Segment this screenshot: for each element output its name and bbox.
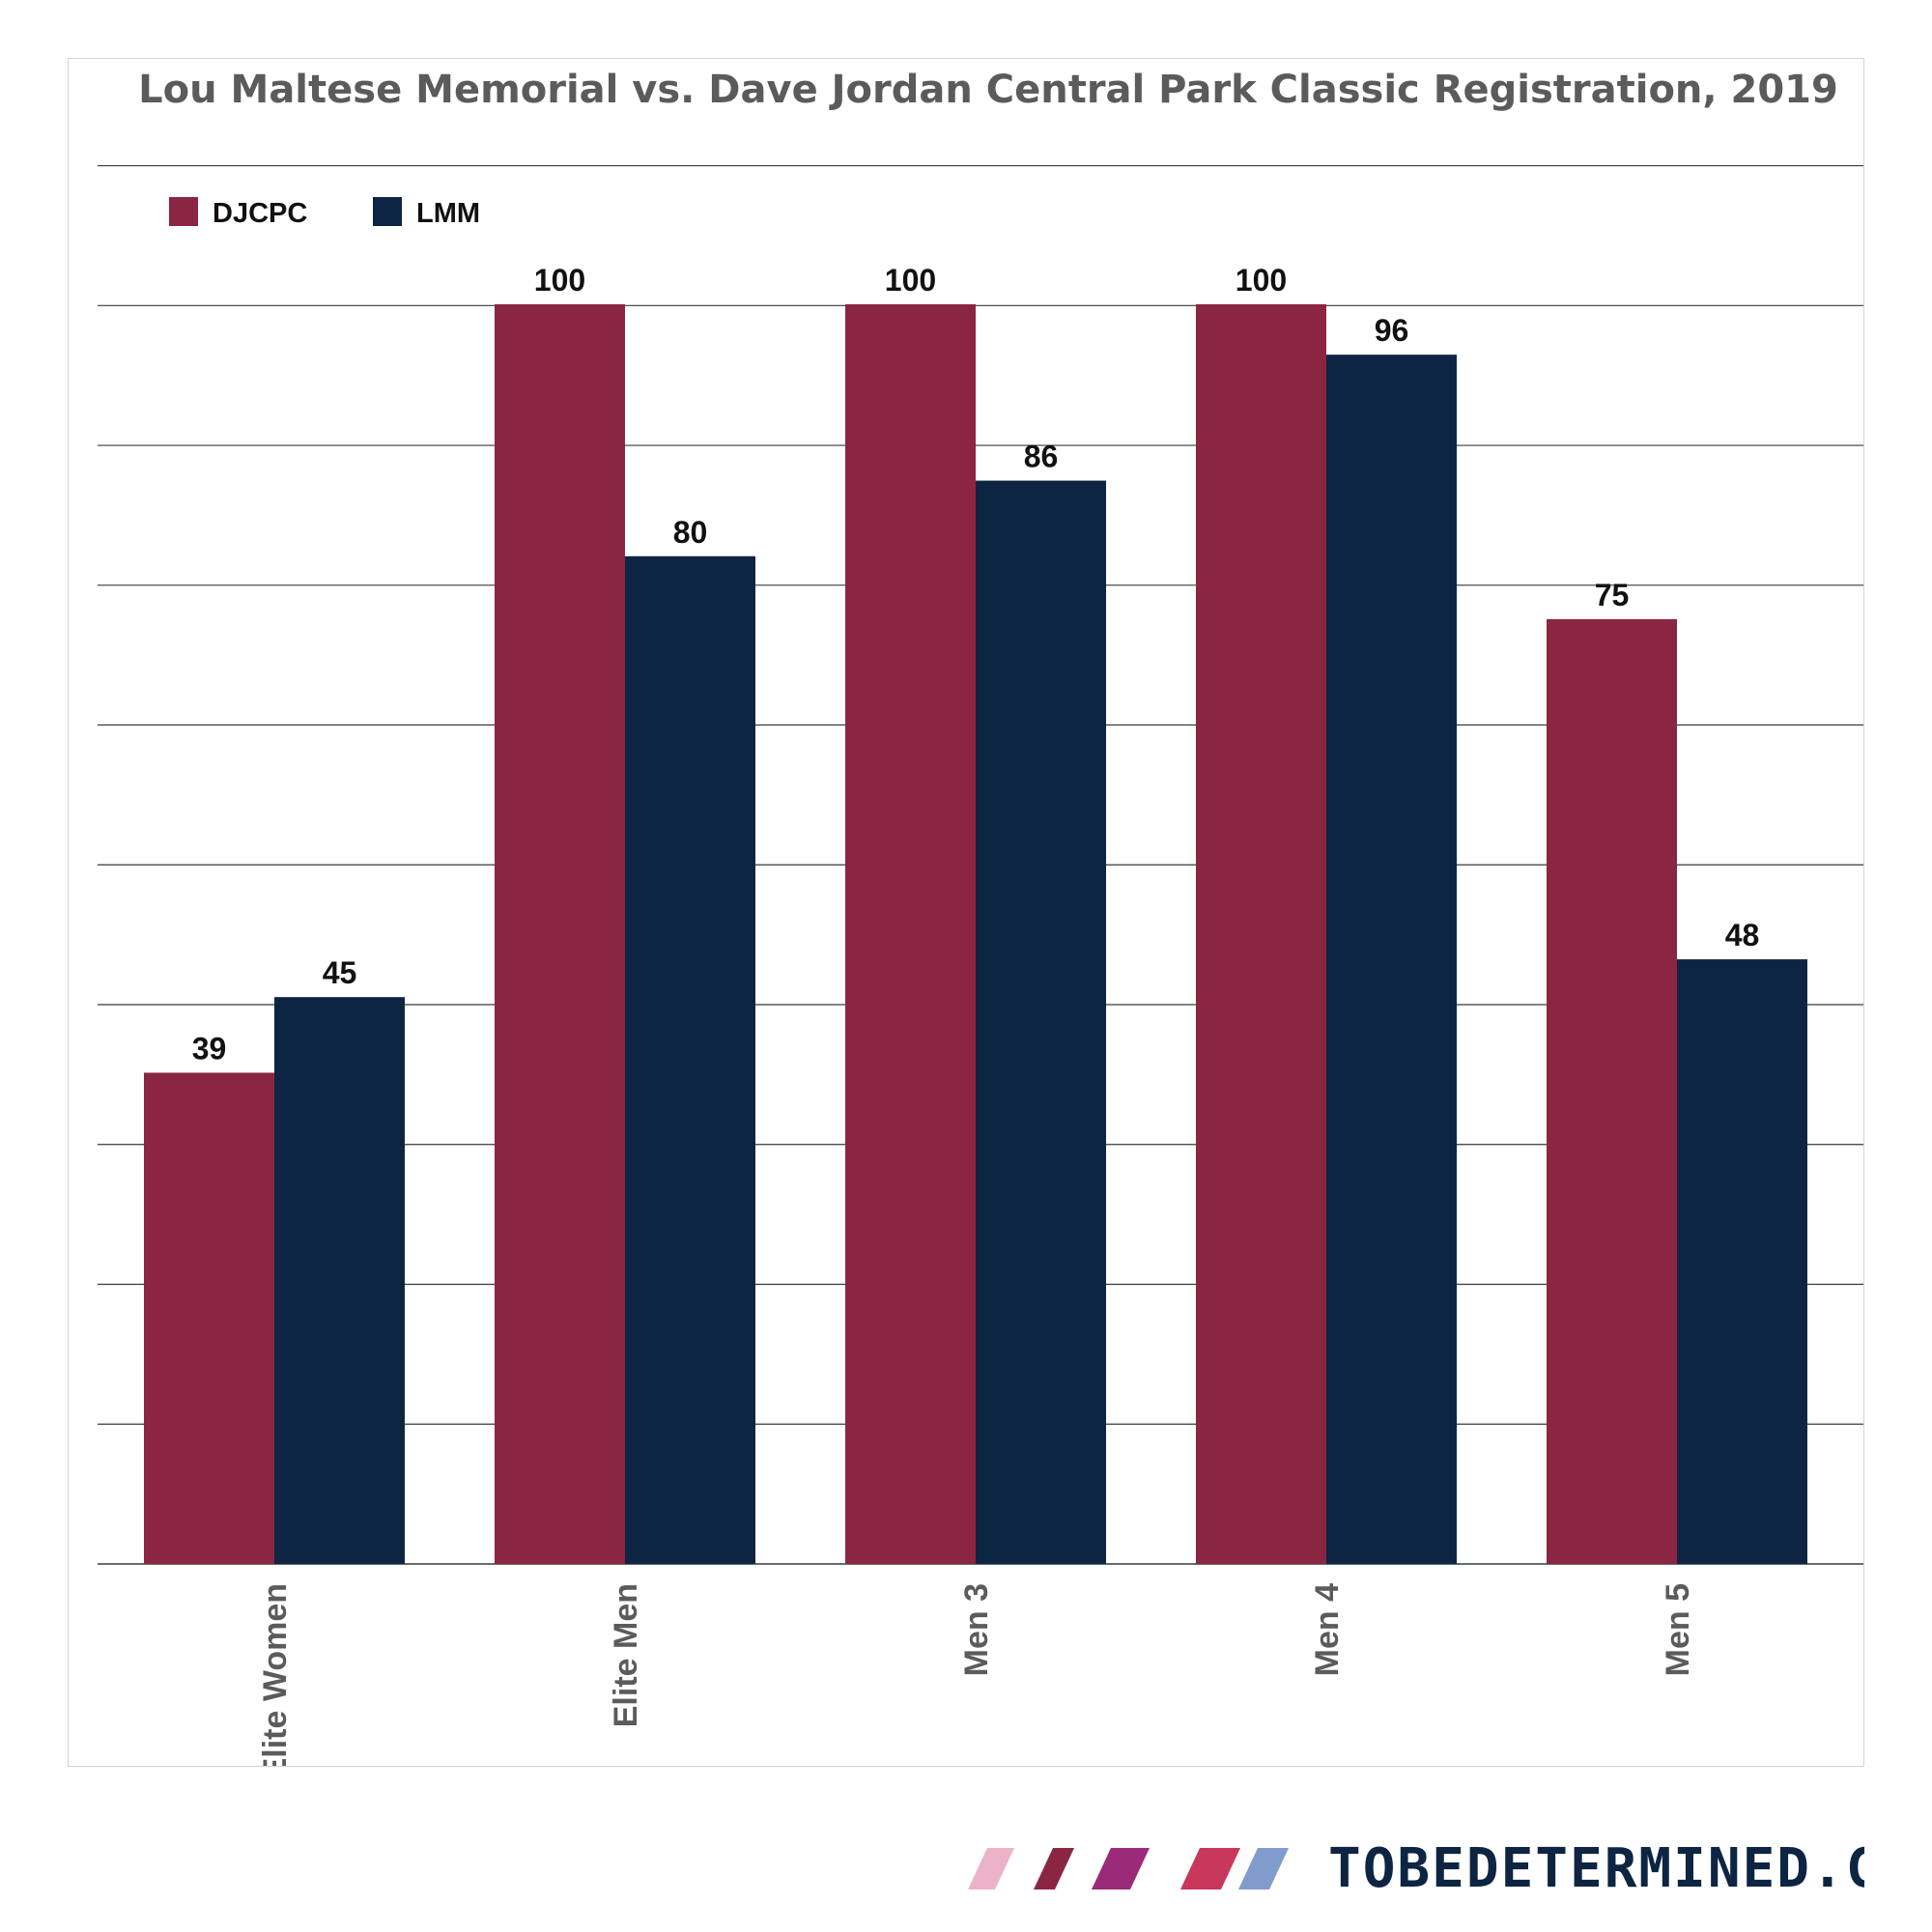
bar-lmm-4 (1677, 959, 1807, 1564)
bars (144, 304, 1807, 1564)
category-label-3: Men 4 (1309, 1583, 1346, 1676)
brand-stripes (968, 1848, 1289, 1889)
brand-text: TOBEDETERMINED.CC (1328, 1837, 1864, 1900)
brand-stripe (968, 1848, 1014, 1889)
category-label-2: Men 3 (958, 1583, 995, 1676)
bar-chart: Lou Maltese Memorial vs. Dave Jordan Cen… (98, 68, 1863, 1766)
data-label-lmm-2: 86 (1024, 440, 1059, 474)
data-label-lmm-1: 80 (673, 515, 708, 550)
brand-stripe (1034, 1848, 1074, 1889)
legend-label-djcpc: DJCPC (213, 198, 307, 229)
data-label-djcpc-2: 100 (885, 263, 936, 298)
bar-djcpc-2 (845, 304, 976, 1564)
brand-stripe (1180, 1848, 1240, 1889)
category-label-1: Elite Men (608, 1583, 644, 1727)
brand-stripe (1238, 1848, 1289, 1889)
data-label-djcpc-0: 39 (192, 1031, 227, 1065)
category-label-0: Elite Women (257, 1583, 294, 1766)
data-label-djcpc-1: 100 (534, 263, 585, 298)
brand-logo: TOBEDETERMINED.CC (968, 1837, 1864, 1900)
bar-djcpc-3 (1196, 304, 1326, 1564)
bar-lmm-0 (274, 997, 405, 1564)
bar-djcpc-0 (144, 1072, 274, 1564)
data-label-djcpc-3: 100 (1236, 263, 1287, 298)
bar-lmm-3 (1326, 355, 1457, 1564)
data-label-djcpc-4: 75 (1595, 578, 1630, 612)
chart-frame: Lou Maltese Memorial vs. Dave Jordan Cen… (68, 58, 1864, 1767)
bar-lmm-1 (625, 555, 755, 1564)
legend-swatch-lmm (373, 197, 402, 226)
chart-title: Lou Maltese Memorial vs. Dave Jordan Cen… (138, 68, 1838, 112)
legend-swatch-djcpc (169, 197, 198, 226)
data-labels: 39 45 100 80 100 86 100 96 75 48 (192, 263, 1760, 1065)
category-labels: Elite Women Elite Men Men 3 Men 4 Men 5 (257, 1583, 1696, 1766)
data-label-lmm-3: 96 (1375, 313, 1409, 348)
brand-stripe (1092, 1848, 1150, 1889)
data-label-lmm-4: 48 (1725, 918, 1760, 952)
bar-djcpc-1 (495, 304, 625, 1564)
data-label-lmm-0: 45 (323, 955, 357, 990)
legend: DJCPC LMM (169, 197, 480, 229)
legend-label-lmm: LMM (416, 198, 480, 229)
bar-djcpc-4 (1547, 619, 1677, 1564)
category-label-4: Men 5 (1660, 1583, 1696, 1676)
bar-lmm-2 (976, 480, 1106, 1564)
